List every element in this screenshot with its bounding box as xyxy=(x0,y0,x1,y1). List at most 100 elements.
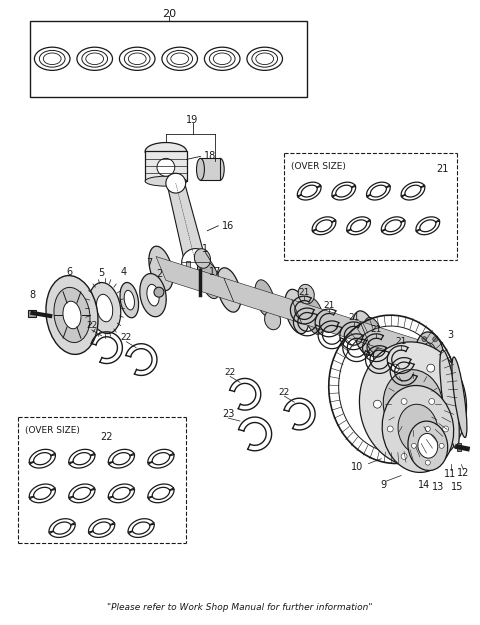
Circle shape xyxy=(387,426,393,432)
Text: 17: 17 xyxy=(209,268,221,278)
Circle shape xyxy=(429,454,435,459)
Bar xyxy=(457,443,461,451)
Text: 11: 11 xyxy=(444,469,456,479)
Circle shape xyxy=(401,454,407,459)
Ellipse shape xyxy=(416,332,444,378)
Text: 19: 19 xyxy=(186,115,199,125)
Ellipse shape xyxy=(120,282,139,318)
Text: (OVER SIZE): (OVER SIZE) xyxy=(291,162,346,171)
Ellipse shape xyxy=(46,276,98,354)
Text: 21: 21 xyxy=(371,326,382,334)
Ellipse shape xyxy=(88,282,121,334)
Ellipse shape xyxy=(216,158,224,180)
Polygon shape xyxy=(224,278,302,323)
Bar xyxy=(28,310,36,317)
Circle shape xyxy=(425,426,430,431)
Circle shape xyxy=(391,364,399,372)
Text: 21: 21 xyxy=(348,314,360,322)
Text: 3: 3 xyxy=(447,330,454,340)
Ellipse shape xyxy=(63,301,81,329)
Text: 16: 16 xyxy=(222,221,234,231)
Circle shape xyxy=(433,368,438,372)
Text: 23: 23 xyxy=(222,409,234,419)
Text: 18: 18 xyxy=(204,151,216,161)
Text: 4: 4 xyxy=(120,268,126,278)
Text: 8: 8 xyxy=(29,290,36,300)
Circle shape xyxy=(182,249,209,276)
Circle shape xyxy=(443,426,448,432)
Circle shape xyxy=(438,352,443,357)
Circle shape xyxy=(401,399,407,404)
Ellipse shape xyxy=(452,357,467,437)
Ellipse shape xyxy=(196,158,204,180)
Circle shape xyxy=(154,288,164,297)
Ellipse shape xyxy=(140,274,166,317)
Ellipse shape xyxy=(285,289,309,334)
Text: 7: 7 xyxy=(146,259,152,269)
Ellipse shape xyxy=(383,369,443,439)
Circle shape xyxy=(444,400,453,408)
Circle shape xyxy=(157,158,175,176)
Text: 6: 6 xyxy=(66,268,72,278)
Ellipse shape xyxy=(264,310,281,330)
Text: 12: 12 xyxy=(457,468,469,478)
Text: "Please refer to Work Shop Manual for further information": "Please refer to Work Shop Manual for fu… xyxy=(107,603,373,612)
Ellipse shape xyxy=(418,434,438,458)
Text: 22: 22 xyxy=(100,432,113,442)
Text: 9: 9 xyxy=(380,481,386,491)
Circle shape xyxy=(429,399,435,404)
Ellipse shape xyxy=(408,421,448,471)
Text: 15: 15 xyxy=(451,482,464,492)
Bar xyxy=(186,261,190,269)
Polygon shape xyxy=(167,183,206,262)
Text: 10: 10 xyxy=(350,462,363,472)
Polygon shape xyxy=(292,299,370,345)
Circle shape xyxy=(433,337,438,342)
Ellipse shape xyxy=(201,262,220,299)
Text: 21: 21 xyxy=(323,301,335,309)
Ellipse shape xyxy=(124,291,134,310)
Text: 1: 1 xyxy=(203,244,208,254)
Text: 21: 21 xyxy=(299,288,310,297)
Text: 22: 22 xyxy=(120,333,132,342)
Ellipse shape xyxy=(353,311,377,355)
Ellipse shape xyxy=(423,342,437,366)
Ellipse shape xyxy=(420,332,445,377)
Ellipse shape xyxy=(194,249,211,268)
Ellipse shape xyxy=(382,386,454,472)
Text: 5: 5 xyxy=(98,268,105,278)
Text: 22: 22 xyxy=(279,388,290,397)
Ellipse shape xyxy=(401,391,425,418)
Circle shape xyxy=(422,337,427,342)
Circle shape xyxy=(422,368,427,372)
Text: 20: 20 xyxy=(162,9,176,19)
Ellipse shape xyxy=(304,298,324,334)
Ellipse shape xyxy=(145,142,187,161)
Text: 21: 21 xyxy=(436,164,449,174)
Circle shape xyxy=(427,436,435,444)
Ellipse shape xyxy=(373,348,389,368)
Ellipse shape xyxy=(54,288,90,342)
Ellipse shape xyxy=(360,342,467,466)
Circle shape xyxy=(425,460,430,465)
Circle shape xyxy=(166,173,186,193)
Ellipse shape xyxy=(147,284,159,306)
Ellipse shape xyxy=(217,268,241,312)
Bar xyxy=(145,151,187,181)
Polygon shape xyxy=(156,256,234,302)
Circle shape xyxy=(427,364,435,372)
Polygon shape xyxy=(360,321,438,366)
Circle shape xyxy=(417,352,421,357)
Bar xyxy=(196,264,204,271)
Ellipse shape xyxy=(96,294,113,322)
Text: 22: 22 xyxy=(86,321,97,331)
Text: 22: 22 xyxy=(225,368,236,377)
Circle shape xyxy=(391,436,399,444)
Text: 2: 2 xyxy=(156,269,162,279)
Text: 21: 21 xyxy=(396,338,407,346)
Ellipse shape xyxy=(440,350,459,448)
Ellipse shape xyxy=(298,284,314,304)
Circle shape xyxy=(411,443,417,448)
Circle shape xyxy=(439,443,444,448)
Ellipse shape xyxy=(145,176,187,186)
